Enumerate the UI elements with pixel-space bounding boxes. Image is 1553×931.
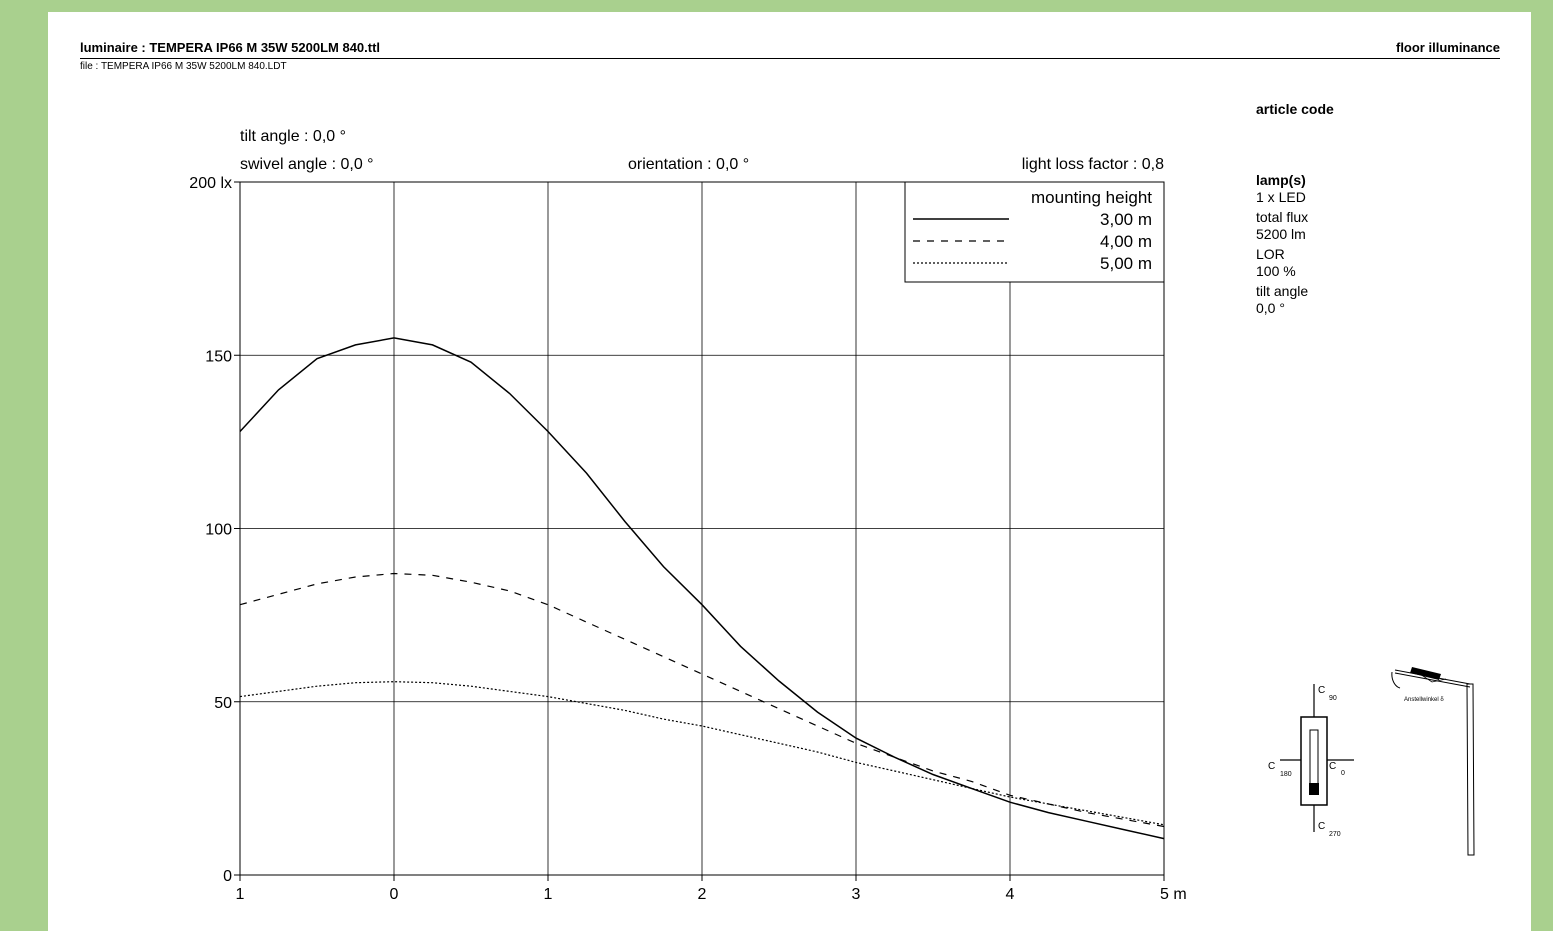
c270-label: C bbox=[1318, 821, 1325, 832]
c-plane-diagram: C 90 C 180 C 0 C 270 bbox=[1268, 684, 1354, 838]
orientation-param: orientation : 0,0 ° bbox=[628, 156, 750, 173]
y-tick-label: 50 bbox=[214, 695, 232, 712]
article-code-label: article code bbox=[1256, 101, 1334, 117]
legend-entry: 3,00 m bbox=[1100, 210, 1152, 229]
c0-label: C bbox=[1329, 761, 1336, 772]
series-line bbox=[239, 337, 1165, 840]
c90-label: C bbox=[1318, 685, 1325, 696]
tilt-angle-label: tilt angle bbox=[1256, 283, 1309, 299]
pole-arm-lower bbox=[1394, 672, 1471, 688]
x-tick-label: 1 bbox=[236, 886, 245, 903]
swivel-angle-param: swivel angle : 0,0 ° bbox=[240, 156, 374, 173]
x-tick-label: 3 bbox=[852, 886, 861, 903]
tilt-angle-param: tilt angle : 0,0 ° bbox=[240, 128, 347, 145]
legend-entry: 5,00 m bbox=[1100, 254, 1152, 273]
luminaire-marker bbox=[1309, 783, 1319, 795]
pole-shaft bbox=[1466, 683, 1475, 856]
x-tick-label: 2 bbox=[698, 886, 707, 903]
series-line bbox=[239, 572, 1165, 828]
c0-subscript: 0 bbox=[1341, 770, 1345, 777]
c270-subscript: 270 bbox=[1329, 831, 1341, 838]
y-tick-label: 200 lx bbox=[189, 175, 232, 192]
file-name: file : TEMPERA IP66 M 35W 5200LM 840.LDT bbox=[80, 61, 287, 72]
light-loss-factor-param: light loss factor : 0,8 bbox=[1021, 156, 1164, 173]
y-tick-label: 0 bbox=[223, 868, 232, 885]
lor-value: 100 % bbox=[1256, 263, 1296, 279]
pole-luminaire-body bbox=[1410, 667, 1441, 680]
legend-title: mounting height bbox=[1031, 188, 1152, 207]
lamps-value: 1 x LED bbox=[1256, 189, 1306, 205]
tilt-arc bbox=[1391, 671, 1401, 689]
x-tick-label: 0 bbox=[390, 886, 399, 903]
header-rule bbox=[80, 58, 1500, 59]
pole-diagram: Anstellwinkel δ bbox=[1391, 667, 1475, 856]
y-tick-label: 100 bbox=[205, 522, 232, 539]
luminaire-title: luminaire : TEMPERA IP66 M 35W 5200LM 84… bbox=[80, 40, 381, 55]
total-flux-value: 5200 lm bbox=[1256, 226, 1306, 242]
x-tick-label: 5 m bbox=[1160, 886, 1187, 903]
c180-subscript: 180 bbox=[1280, 771, 1292, 778]
x-tick-label: 4 bbox=[1006, 886, 1015, 903]
page-kind-title: floor illuminance bbox=[1395, 40, 1500, 55]
luminaire-lamp-slot bbox=[1309, 729, 1319, 786]
x-tick-label: 1 bbox=[544, 886, 553, 903]
c90-subscript: 90 bbox=[1329, 695, 1337, 702]
info-panel: article code lamp(s) 1 x LED total flux … bbox=[1256, 101, 1334, 317]
legend-entry: 4,00 m bbox=[1100, 232, 1152, 251]
anstellwinkel-label: Anstellwinkel δ bbox=[1404, 697, 1444, 703]
total-flux-label: total flux bbox=[1256, 209, 1309, 225]
tilt-bracket bbox=[1419, 673, 1447, 683]
legend-box bbox=[904, 181, 1165, 283]
c180-label: C bbox=[1268, 761, 1275, 772]
lor-label: LOR bbox=[1256, 246, 1285, 262]
lamps-label: lamp(s) bbox=[1256, 172, 1306, 188]
y-tick-label: 150 bbox=[205, 348, 232, 365]
tilt-angle-value: 0,0 ° bbox=[1256, 300, 1285, 316]
